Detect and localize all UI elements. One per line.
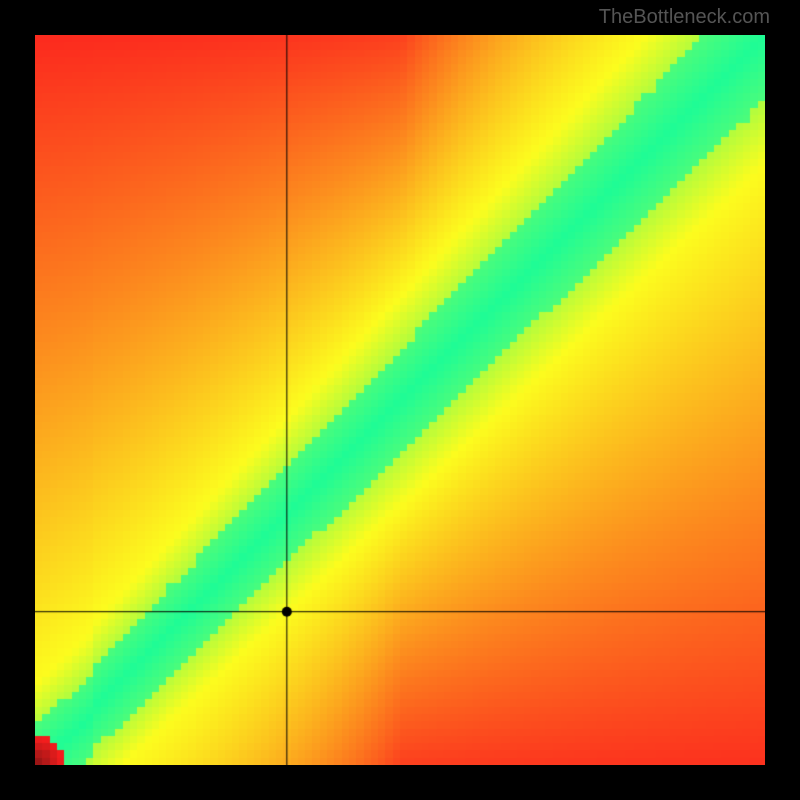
heatmap-canvas [35, 35, 765, 765]
bottleneck-heatmap [35, 35, 765, 765]
watermark-text: TheBottleneck.com [599, 6, 770, 29]
